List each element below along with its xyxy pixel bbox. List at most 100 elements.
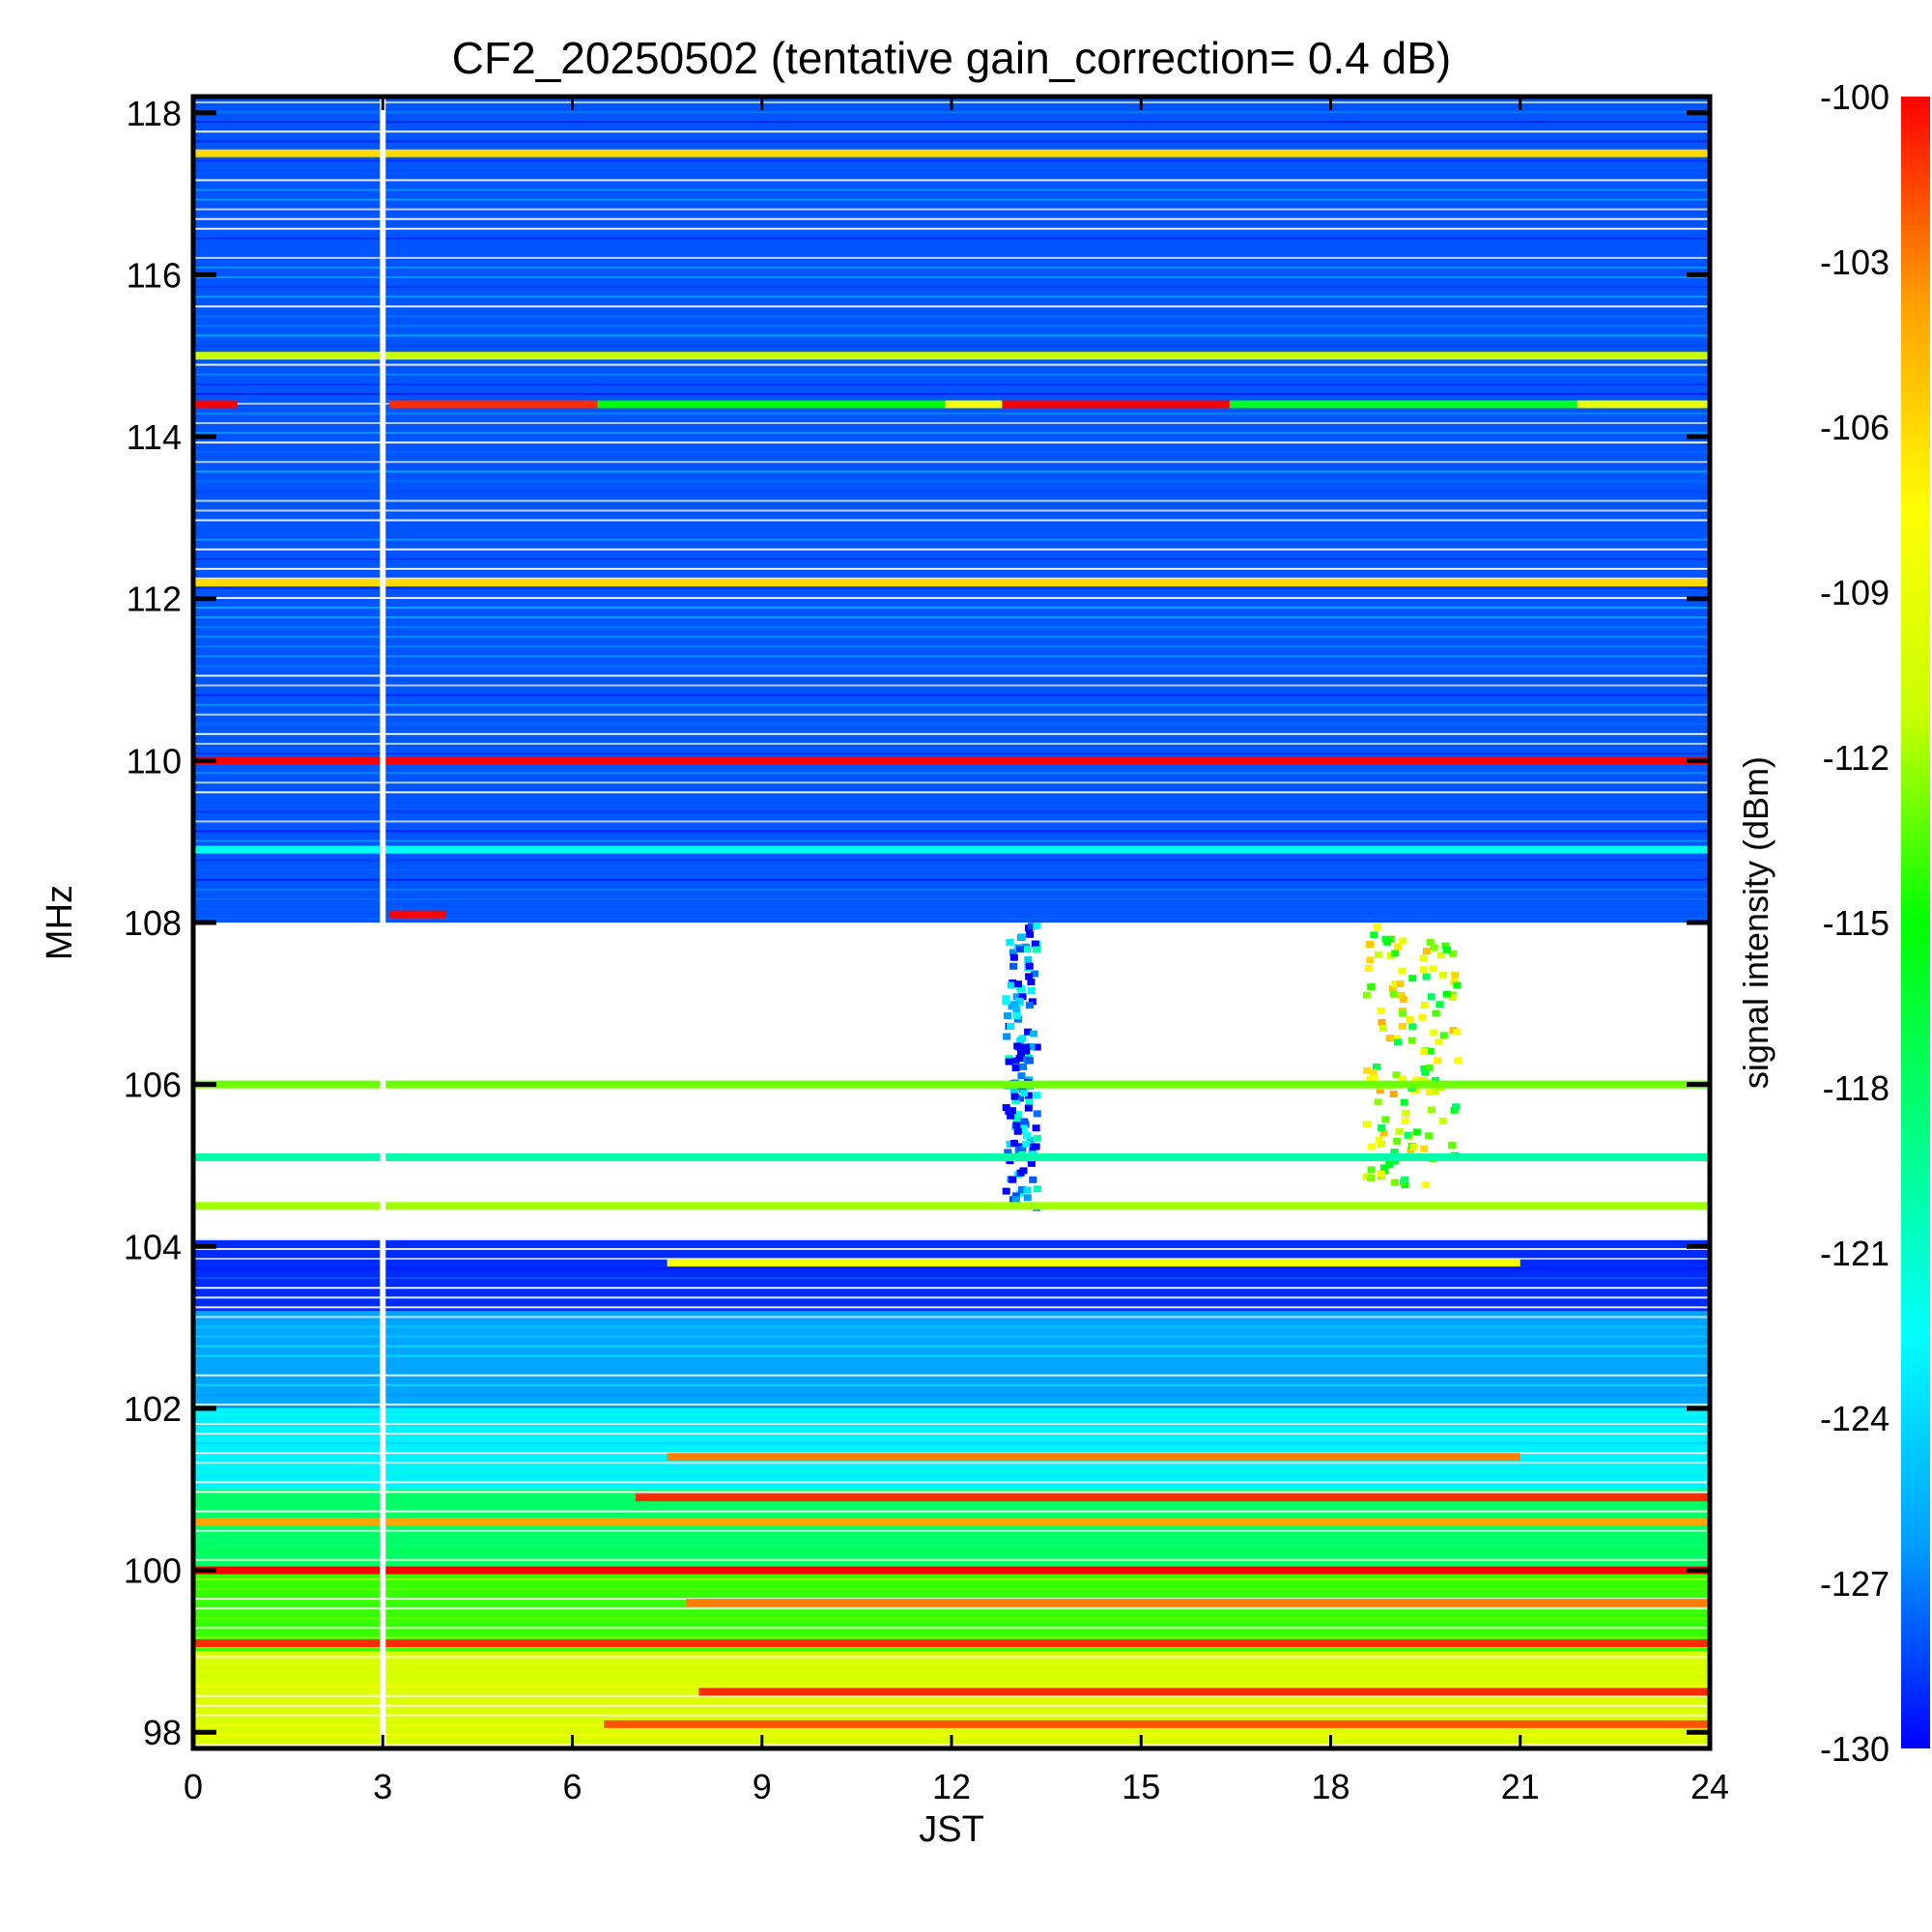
noise-row xyxy=(193,1345,1710,1348)
noise-row xyxy=(193,461,1710,464)
y-tick-label: 104 xyxy=(124,1227,182,1266)
colorbar xyxy=(1901,97,1930,1748)
noise-row xyxy=(193,548,1710,551)
carrier-line xyxy=(193,352,1710,360)
noise-row xyxy=(193,490,1710,493)
noise-row xyxy=(193,752,1710,754)
burst-cell xyxy=(1436,952,1445,959)
y-tick-label: 108 xyxy=(124,903,182,943)
burst-cell xyxy=(1016,984,1025,992)
noise-row xyxy=(193,169,1710,172)
burst-cell xyxy=(1011,1065,1020,1072)
burst-cell xyxy=(1373,923,1381,931)
noise-row xyxy=(193,1462,1710,1464)
burst-cell xyxy=(1420,1002,1429,1009)
burst-cell xyxy=(1374,951,1382,958)
burst-cell xyxy=(1016,946,1025,953)
burst-cell xyxy=(1388,985,1397,993)
noise-row xyxy=(193,1316,1710,1319)
burst-cell xyxy=(1370,931,1378,939)
noise-row xyxy=(193,121,1710,124)
burst-cell xyxy=(1376,1087,1384,1094)
noise-row xyxy=(193,1354,1710,1357)
noise-row xyxy=(193,237,1710,240)
burst-cell xyxy=(1395,1127,1404,1135)
burst-cell xyxy=(1402,1109,1410,1117)
burst-cell xyxy=(1389,990,1398,998)
burst-cell xyxy=(1011,1057,1020,1065)
carrier-line xyxy=(597,400,946,409)
burst-cell xyxy=(1012,1006,1021,1013)
burst-cell xyxy=(1007,1112,1015,1120)
burst-cell xyxy=(1378,1024,1387,1032)
burst-cell xyxy=(1025,962,1034,970)
burst-cell xyxy=(1023,946,1032,953)
burst-cell xyxy=(1013,1042,1022,1050)
burst-cell xyxy=(1009,1087,1018,1094)
burst-cell xyxy=(1422,1181,1431,1189)
burst-cell xyxy=(1010,1139,1019,1147)
noise-row xyxy=(193,1577,1710,1580)
burst-cell xyxy=(1015,1055,1024,1063)
noise-row xyxy=(193,820,1710,823)
burst-cell xyxy=(1386,952,1395,959)
colorbar-label: signal intensity (dBm) xyxy=(1736,756,1776,1089)
burst-cell xyxy=(1026,930,1035,938)
x-tick-label: 18 xyxy=(1311,1767,1350,1806)
carrier-line xyxy=(193,578,1710,586)
burst-cell xyxy=(1366,941,1375,949)
y-tick-label: 106 xyxy=(124,1065,182,1105)
noise-row xyxy=(193,1277,1710,1280)
noise-row xyxy=(193,1287,1710,1290)
burst-cell xyxy=(1024,1056,1033,1064)
noise-row xyxy=(193,713,1710,716)
burst-cell xyxy=(1006,1141,1014,1149)
burst-cell xyxy=(1029,1143,1037,1151)
carrier-line xyxy=(1229,400,1577,409)
data-gap xyxy=(380,97,386,1748)
burst-cell xyxy=(1421,1068,1430,1076)
burst-cell xyxy=(1004,1149,1012,1156)
carrier-line xyxy=(1577,400,1710,409)
carrier-line xyxy=(1002,400,1230,409)
noise-row xyxy=(193,665,1710,668)
burst-cell xyxy=(1399,1009,1407,1017)
masked-band xyxy=(193,923,1710,1238)
noise-row xyxy=(193,246,1710,249)
burst-cell xyxy=(1453,1028,1462,1036)
heatmap-plot-area xyxy=(193,97,1710,1748)
burst-cell xyxy=(1025,1099,1034,1107)
noise-row xyxy=(193,1607,1710,1610)
x-axis: 0 3 6 9 12 15 18 21 24 xyxy=(184,97,1729,1806)
noise-row xyxy=(193,1412,1710,1415)
burst-cell xyxy=(1394,1038,1403,1046)
burst-cell xyxy=(1033,1134,1041,1142)
colorbar-tick-label: -112 xyxy=(1823,738,1889,778)
burst-cell xyxy=(1423,948,1432,955)
burst-cell xyxy=(1014,980,1023,988)
noise-row xyxy=(193,626,1710,629)
noise-row xyxy=(193,1598,1710,1601)
burst-cell xyxy=(1391,980,1400,987)
burst-cell xyxy=(1389,1091,1398,1098)
burst-cell xyxy=(1385,1035,1394,1042)
noise-row xyxy=(193,636,1710,639)
burst-cell xyxy=(1396,980,1405,987)
burst-cell xyxy=(1029,1030,1037,1037)
y-tick-label: 114 xyxy=(127,417,182,457)
burst-cell xyxy=(1377,1007,1385,1014)
noise-row xyxy=(193,1258,1710,1261)
noise-row xyxy=(193,684,1710,687)
noise-row xyxy=(193,1423,1710,1426)
colorbar-tick-label: -121 xyxy=(1820,1234,1889,1273)
burst-cell xyxy=(1018,1035,1027,1042)
burst-cell xyxy=(1435,1001,1444,1009)
burst-cell xyxy=(1033,923,1041,930)
burst-cell xyxy=(1369,1068,1378,1076)
noise-row xyxy=(193,897,1710,900)
burst-cell xyxy=(1028,923,1037,930)
burst-cell xyxy=(1378,1140,1386,1148)
burst-cell xyxy=(1031,970,1039,978)
burst-cell xyxy=(1401,1117,1409,1124)
